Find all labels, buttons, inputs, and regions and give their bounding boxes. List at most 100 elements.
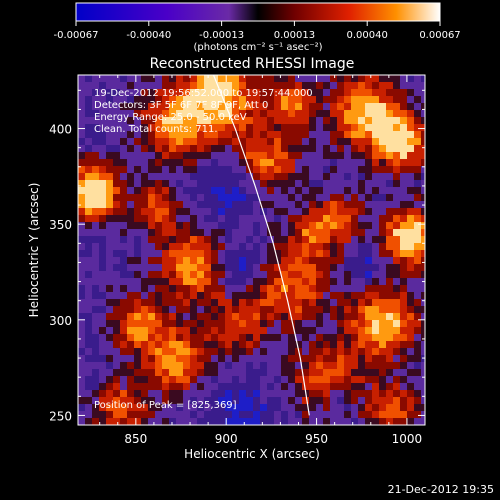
heatmap-cell xyxy=(99,215,106,222)
heatmap-cell xyxy=(176,201,183,208)
heatmap-cell xyxy=(407,173,414,180)
heatmap-cell xyxy=(351,411,358,418)
heatmap-cell xyxy=(99,75,106,82)
heatmap-cell xyxy=(204,278,211,285)
heatmap-cell xyxy=(106,313,113,320)
heatmap-cell xyxy=(141,271,148,278)
heatmap-cell xyxy=(190,250,197,257)
heatmap-cell xyxy=(358,159,365,166)
heatmap-cell xyxy=(414,117,421,124)
heatmap-cell xyxy=(246,278,253,285)
heatmap-cell xyxy=(225,299,232,306)
heatmap-cell xyxy=(288,257,295,264)
heatmap-cell xyxy=(162,278,169,285)
heatmap-cell xyxy=(330,222,337,229)
heatmap-cell xyxy=(400,397,407,404)
heatmap-cell xyxy=(225,418,232,425)
heatmap-cell xyxy=(344,201,351,208)
heatmap-cell xyxy=(421,292,425,299)
heatmap-cell xyxy=(316,285,323,292)
heatmap-cell xyxy=(190,299,197,306)
heatmap-cell xyxy=(148,299,155,306)
heatmap-cell xyxy=(260,292,267,299)
heatmap-cell xyxy=(344,103,351,110)
heatmap-cell xyxy=(281,348,288,355)
heatmap-cell xyxy=(113,411,120,418)
heatmap-cell xyxy=(351,355,358,362)
heatmap-cell xyxy=(309,376,316,383)
heatmap-cell xyxy=(421,82,425,89)
heatmap-cell xyxy=(393,159,400,166)
heatmap-cell xyxy=(113,117,120,124)
heatmap-cell xyxy=(421,208,425,215)
heatmap-cell xyxy=(365,180,372,187)
heatmap-cell xyxy=(120,362,127,369)
heatmap-cell xyxy=(386,257,393,264)
heatmap-cell xyxy=(393,89,400,96)
heatmap-cell xyxy=(379,145,386,152)
heatmap-cell xyxy=(393,208,400,215)
heatmap-cell xyxy=(211,243,218,250)
heatmap-cell xyxy=(379,369,386,376)
heatmap-cell xyxy=(155,131,162,138)
heatmap-cell xyxy=(302,257,309,264)
heatmap-cell xyxy=(421,159,425,166)
heatmap-cell xyxy=(106,404,113,411)
heatmap-cell xyxy=(197,215,204,222)
heatmap-cell xyxy=(400,243,407,250)
heatmap-cell xyxy=(85,145,92,152)
heatmap-cell xyxy=(127,117,134,124)
heatmap-cell xyxy=(365,236,372,243)
heatmap-cell xyxy=(239,103,246,110)
heatmap-cell xyxy=(414,355,421,362)
heatmap-cell xyxy=(197,159,204,166)
heatmap-cell xyxy=(204,145,211,152)
heatmap-cell xyxy=(274,131,281,138)
heatmap-cell xyxy=(204,320,211,327)
heatmap-cell xyxy=(120,355,127,362)
heatmap-cell xyxy=(246,397,253,404)
heatmap-cell xyxy=(183,89,190,96)
heatmap-cell xyxy=(407,159,414,166)
heatmap-cell xyxy=(134,145,141,152)
heatmap-cell xyxy=(155,138,162,145)
heatmap-cell xyxy=(169,82,176,89)
heatmap-cell xyxy=(190,320,197,327)
heatmap-cell xyxy=(169,243,176,250)
heatmap-cell xyxy=(92,334,99,341)
heatmap-cell xyxy=(288,222,295,229)
heatmap-cell xyxy=(386,376,393,383)
heatmap-cell xyxy=(169,131,176,138)
heatmap-cell xyxy=(316,418,323,425)
heatmap-cell xyxy=(169,166,176,173)
heatmap-cell xyxy=(344,264,351,271)
heatmap-cell xyxy=(141,383,148,390)
heatmap-cell xyxy=(260,362,267,369)
heatmap-cell xyxy=(85,173,92,180)
heatmap-cell xyxy=(92,166,99,173)
heatmap-cell xyxy=(127,257,134,264)
heatmap-cell xyxy=(379,404,386,411)
heatmap-cell xyxy=(85,82,92,89)
heatmap-cell xyxy=(288,418,295,425)
heatmap-cell xyxy=(260,159,267,166)
heatmap-cell xyxy=(78,103,85,110)
heatmap-cell xyxy=(162,348,169,355)
heatmap-cell xyxy=(309,327,316,334)
heatmap-cell xyxy=(183,173,190,180)
heatmap-cell xyxy=(169,418,176,425)
heatmap-cell xyxy=(330,145,337,152)
heatmap-cell xyxy=(372,138,379,145)
heatmap-cell xyxy=(379,103,386,110)
heatmap-cell xyxy=(414,110,421,117)
heatmap-cell xyxy=(407,229,414,236)
heatmap-cell xyxy=(316,159,323,166)
heatmap-cell xyxy=(183,75,190,82)
heatmap-cell xyxy=(141,250,148,257)
heatmap-cell xyxy=(344,397,351,404)
heatmap-cell xyxy=(197,96,204,103)
heatmap-cell xyxy=(302,187,309,194)
heatmap-cell xyxy=(330,229,337,236)
heatmap-cell xyxy=(351,341,358,348)
heatmap-cell xyxy=(155,187,162,194)
